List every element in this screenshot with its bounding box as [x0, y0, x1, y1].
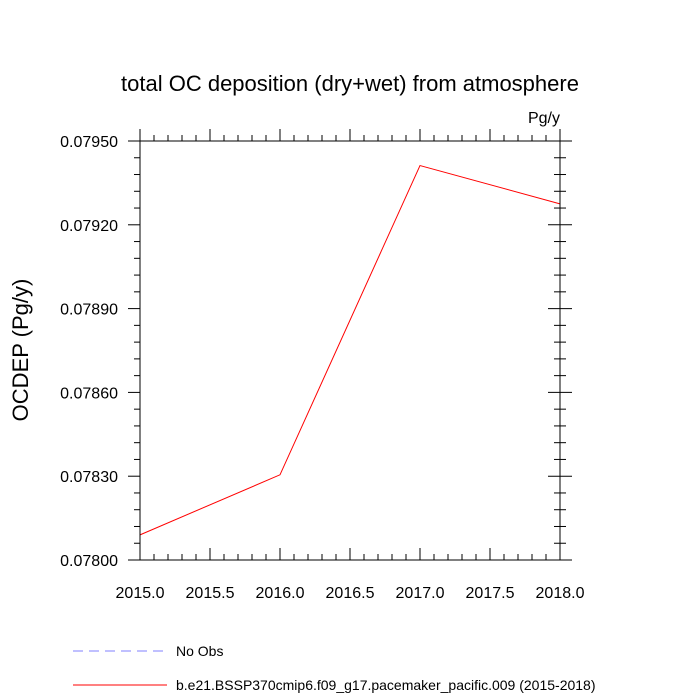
legend-label: b.e21.BSSP370cmip6.f09_g17.pacemaker_pac… [176, 677, 596, 693]
x-tick-label: 2017.5 [466, 585, 515, 602]
y-tick-label: 0.07920 [60, 218, 118, 235]
x-tick-label: 2015.5 [186, 585, 235, 602]
y-tick-label: 0.07860 [60, 385, 118, 402]
series-layer [139, 164, 561, 536]
y-tick-label: 0.07950 [60, 134, 118, 151]
x-tick-label: 2016.5 [326, 585, 375, 602]
x-tick-label: 2016.0 [256, 585, 305, 602]
x-tick-label: 2018.0 [536, 585, 585, 602]
y-tick-label: 0.07890 [60, 302, 118, 319]
ticks-layer: 2015.0 2015.5 2016.0 2016.5 2017.0 2017.5 2018… [60, 129, 585, 602]
legend: No Obs b.e21.BSSP370cmip6.f09_g17.pacemak… [73, 643, 596, 693]
x-tick-label: 2017.0 [396, 585, 445, 602]
plot-frame [139, 140, 561, 561]
y-tick-label: 0.07800 [60, 553, 118, 570]
series-line [139, 164, 561, 536]
legend-label: No Obs [176, 643, 223, 659]
y-axis-label: OCDEP (Pg/y) [8, 279, 33, 422]
chart-title: total OC deposition (dry+wet) from atmos… [121, 71, 579, 96]
units-label: Pg/y [528, 110, 560, 127]
x-tick-label: 2015.0 [116, 585, 165, 602]
y-tick-label: 0.07830 [60, 469, 118, 486]
